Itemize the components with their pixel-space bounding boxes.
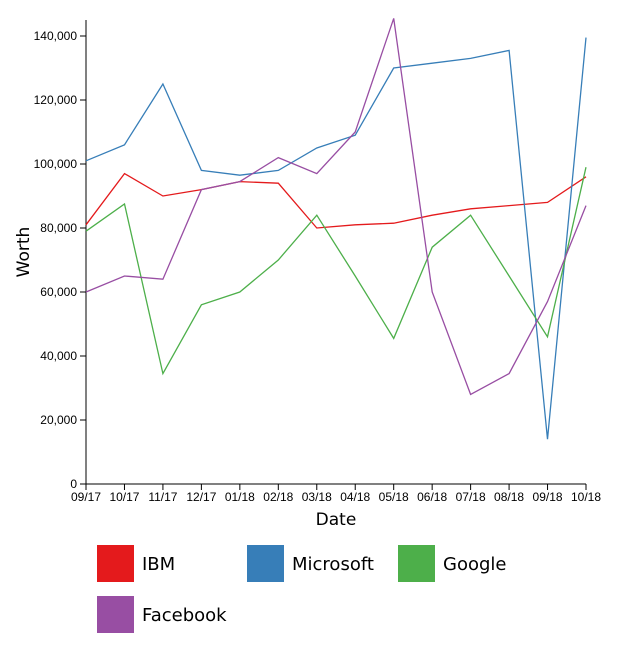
- legend-label: Google: [443, 554, 506, 575]
- x-tick-label: 02/18: [263, 490, 293, 504]
- x-tick-label: 05/18: [379, 490, 409, 504]
- series-lines: [85, 18, 587, 440]
- legend-swatch: [247, 545, 284, 582]
- x-axis: 09/17 10/17 11/17 12/17 01/18 02/18 03/18 04/18…: [71, 483, 601, 504]
- x-tick-label: 06/18: [417, 490, 447, 504]
- x-tick-label: 10/18: [571, 490, 601, 504]
- x-tick-label: 10/17: [109, 490, 139, 504]
- legend-swatch: [97, 545, 134, 582]
- legend-item-ibm: IBM: [97, 545, 175, 582]
- y-tick-label: 60,000: [40, 285, 77, 299]
- x-axis-title: Date: [316, 510, 357, 530]
- x-tick-label: 01/18: [225, 490, 255, 504]
- legend: IBM Microsoft Google Facebook: [97, 545, 506, 633]
- x-tick-label: 03/18: [302, 490, 332, 504]
- y-axis-title: Worth: [14, 227, 34, 278]
- y-tick-label: 120,000: [34, 93, 78, 107]
- x-tick-label: 08/18: [494, 490, 524, 504]
- y-tick-label: 100,000: [34, 157, 78, 171]
- legend-swatch: [97, 596, 134, 633]
- y-tick-label: 140,000: [34, 29, 78, 43]
- series-line-ibm: [85, 172, 587, 229]
- y-tick-label: 40,000: [40, 349, 77, 363]
- series-line-microsoft: [85, 37, 587, 440]
- x-tick-label: 12/17: [186, 490, 216, 504]
- x-tick-label: 11/17: [148, 490, 177, 504]
- y-axis: 0 20,000 40,000 60,000 80,000 100,000 120,000 1…: [34, 20, 87, 491]
- legend-label: Facebook: [142, 605, 227, 626]
- series-line-google: [85, 167, 587, 376]
- x-tick-label: 09/18: [533, 490, 563, 504]
- x-tick-label: 04/18: [340, 490, 370, 504]
- y-tick-label: 20,000: [40, 413, 77, 427]
- legend-item-microsoft: Microsoft: [247, 545, 374, 582]
- x-tick-label: 07/18: [456, 490, 486, 504]
- x-tick-label: 09/17: [71, 490, 101, 504]
- y-tick-label: 0: [70, 477, 77, 491]
- y-tick-label: 80,000: [40, 221, 77, 235]
- legend-label: IBM: [142, 554, 175, 575]
- legend-item-google: Google: [398, 545, 506, 582]
- legend-item-facebook: Facebook: [97, 596, 227, 633]
- series-line-facebook: [85, 18, 587, 396]
- legend-swatch: [398, 545, 435, 582]
- legend-label: Microsoft: [292, 554, 374, 575]
